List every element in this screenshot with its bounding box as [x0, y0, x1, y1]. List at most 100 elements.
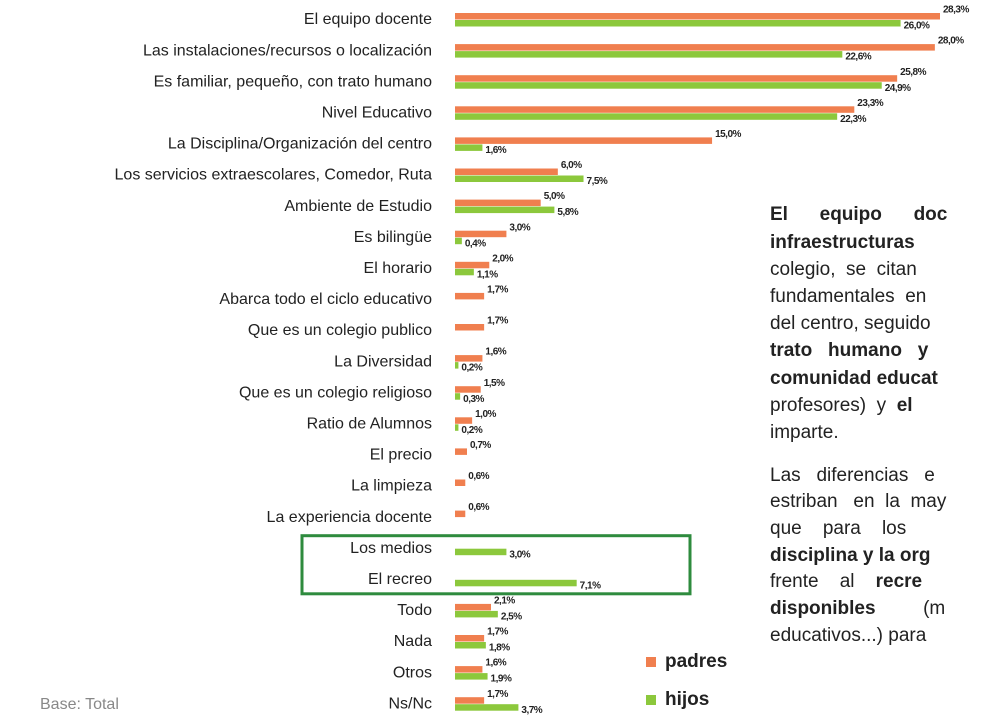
data-label: 3,0% — [509, 222, 530, 233]
data-label: 1,6% — [485, 347, 506, 358]
text-line: colegio, se citan — [770, 259, 917, 280]
text-line: El equipo doc — [770, 204, 948, 225]
data-label: 15,0% — [715, 129, 741, 140]
category-label: Es familiar, pequeño, con trato humano — [154, 73, 432, 90]
text-line: frente al recre — [770, 571, 922, 592]
highlight-box — [300, 534, 692, 596]
category-label: Nada — [394, 633, 432, 650]
bar — [455, 393, 461, 400]
bar — [455, 424, 459, 431]
text-line: Las diferencias e — [770, 465, 935, 486]
data-label: 0,2% — [461, 425, 482, 436]
legend-label: padres — [665, 651, 727, 672]
bar — [455, 199, 541, 207]
bar — [455, 44, 935, 51]
bar — [455, 113, 838, 120]
text-run: frente al — [770, 571, 876, 592]
data-label: 7,1% — [580, 580, 601, 591]
bar — [455, 417, 473, 424]
category-label: Que es un colegio religioso — [239, 384, 432, 401]
text-run: imparte. — [770, 422, 839, 443]
bar — [455, 324, 485, 331]
text-line: imparte. — [770, 422, 839, 443]
bar — [455, 144, 483, 151]
bar — [455, 355, 483, 362]
bar — [455, 603, 491, 611]
text-run: trato humano y — [770, 340, 929, 361]
text-run: Las diferencias e — [770, 465, 935, 486]
data-label: 0,4% — [465, 238, 486, 249]
category-label: Los medios — [350, 540, 432, 557]
bar — [455, 635, 485, 642]
data-label: 0,3% — [463, 394, 484, 405]
data-label: 24,9% — [885, 83, 911, 94]
text-line: trato humano y — [770, 340, 929, 361]
text-line: disciplina y la org — [770, 545, 931, 566]
data-label: 23,3% — [857, 98, 883, 109]
text-line: educativos...) para — [770, 625, 927, 646]
data-label: 1,9% — [491, 674, 512, 685]
data-label: 0,2% — [461, 363, 482, 374]
data-label: 1,7% — [487, 316, 508, 327]
bar — [455, 697, 485, 704]
data-label: 1,7% — [487, 627, 508, 638]
category-label: Abarca todo el ciclo educativo — [219, 291, 432, 308]
text-line: profesores) y el — [770, 395, 913, 416]
text-run: que para los — [770, 518, 906, 539]
data-label: 1,1% — [477, 269, 498, 280]
bar — [455, 673, 488, 680]
category-label: Es bilingüe — [354, 229, 432, 246]
bar — [455, 237, 462, 245]
data-label: 1,7% — [487, 689, 508, 700]
category-label: Todo — [397, 602, 432, 619]
text-run: (m — [876, 598, 946, 619]
text-run: infraestructuras — [770, 232, 915, 253]
bar — [455, 106, 855, 113]
category-label: La limpieza — [351, 478, 432, 495]
bar — [455, 386, 481, 393]
bar — [455, 610, 498, 618]
data-label: 25,8% — [900, 67, 926, 78]
text-run: colegio, se citan — [770, 259, 917, 280]
bar — [455, 51, 843, 58]
data-label: 1,7% — [487, 285, 508, 296]
category-label: Nivel Educativo — [322, 105, 432, 122]
text-line: comunidad educat — [770, 368, 939, 389]
text-run: del centro, seguido — [770, 313, 931, 334]
data-label: 1,5% — [484, 378, 505, 389]
data-label: 5,0% — [544, 191, 565, 202]
data-label: 1,6% — [485, 658, 506, 669]
data-label: 28,3% — [943, 5, 969, 16]
category-label: Las instalaciones/recursos o localizació… — [143, 42, 432, 59]
data-label: 22,3% — [840, 114, 866, 125]
data-label: 22,6% — [845, 52, 871, 63]
category-label: Ratio de Alumnos — [307, 416, 432, 433]
bar — [455, 268, 474, 276]
data-label: 1,0% — [475, 409, 496, 420]
bar — [455, 448, 467, 455]
text-run: estriban en la may — [770, 491, 947, 512]
text-line: infraestructuras — [770, 232, 915, 253]
data-label: 0,6% — [468, 471, 489, 482]
bar — [455, 579, 577, 587]
bar — [455, 20, 901, 27]
bar — [455, 137, 713, 144]
text-line: que para los — [770, 518, 906, 539]
data-label: 7,5% — [587, 176, 608, 187]
text-run: el — [897, 395, 913, 416]
bar — [455, 175, 584, 182]
data-label: 2,1% — [494, 596, 515, 607]
bar — [455, 362, 459, 369]
legend-swatch — [646, 657, 656, 667]
category-label: Ambiente de Estudio — [284, 198, 432, 215]
data-label: 28,0% — [938, 36, 964, 47]
text-line: estriban en la may — [770, 491, 947, 512]
category-label: El recreo — [368, 571, 432, 588]
category-label: Ns/Nc — [388, 695, 432, 712]
text-run: educativos...) para — [770, 625, 927, 646]
bar — [455, 75, 898, 82]
note: Base: Total — [40, 696, 119, 713]
data-label: 5,8% — [557, 207, 578, 218]
bar — [455, 510, 466, 518]
bar — [455, 666, 483, 673]
